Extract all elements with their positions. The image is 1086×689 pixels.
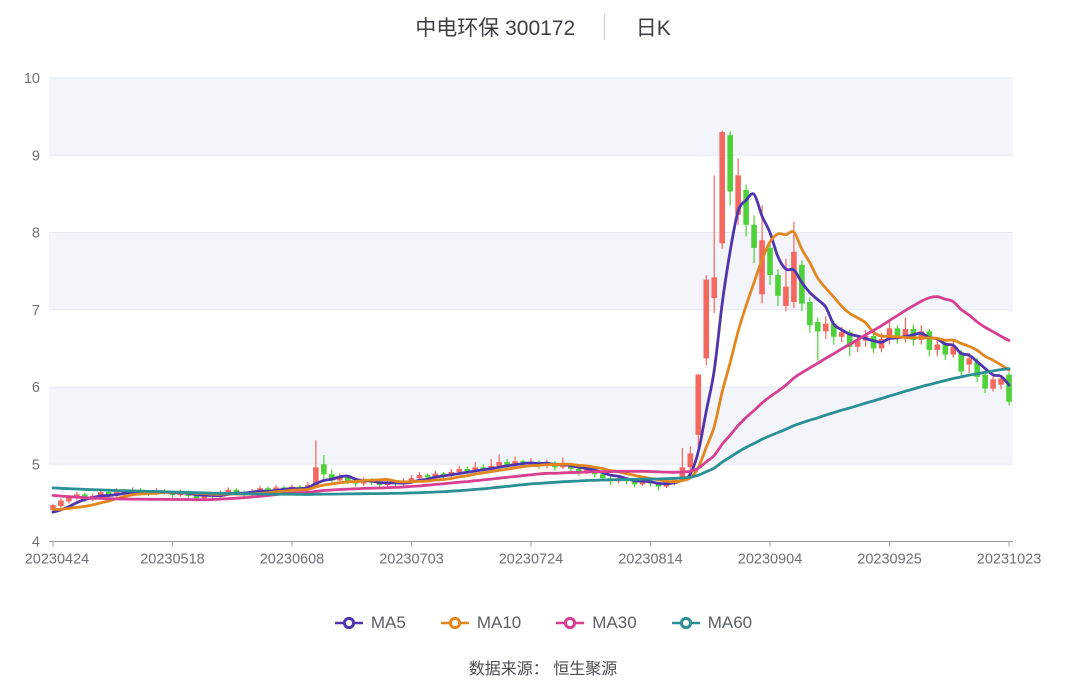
svg-text:6: 6 <box>32 380 40 396</box>
legend-item-ma30[interactable]: MA30 <box>555 613 637 633</box>
legend-item-ma10[interactable]: MA10 <box>440 613 521 633</box>
svg-text:20230925: 20230925 <box>857 552 922 568</box>
legend-label: MA30 <box>592 613 637 632</box>
y-axis-labels: 4 5 6 7 8 9 10 <box>24 71 40 551</box>
svg-text:20230518: 20230518 <box>140 552 205 568</box>
ma30-line <box>51 295 1011 502</box>
x-axis-labels: 20230424 20230518 20230608 20230703 20230724… <box>25 552 1042 568</box>
legend-item-ma60[interactable]: MA60 <box>671 613 752 633</box>
stock-title: 中电环保 300172 <box>415 17 576 40</box>
svg-text:20230724: 20230724 <box>499 552 564 568</box>
svg-text:10: 10 <box>24 71 40 87</box>
ma60-line <box>51 367 1011 496</box>
svg-text:20230424: 20230424 <box>25 552 90 568</box>
legend: MA5 MA10 MA30 MA60 <box>0 605 1086 641</box>
svg-text:20230608: 20230608 <box>260 552 325 568</box>
legend-ma60-icon <box>671 616 700 630</box>
svg-text:7: 7 <box>32 303 40 319</box>
svg-text:20230814: 20230814 <box>618 552 683 568</box>
data-source: 数据来源： 恒生聚源 <box>468 661 618 678</box>
legend-ma10-icon <box>440 616 469 630</box>
svg-text:5: 5 <box>32 457 40 473</box>
svg-text:8: 8 <box>32 226 40 242</box>
period-label: 日K <box>635 17 671 40</box>
legend-ma5-icon <box>334 616 363 630</box>
title-divider: │ <box>599 14 612 39</box>
svg-text:4: 4 <box>32 535 40 551</box>
chart-title: 中电环保 300172 │ 日K <box>0 12 1086 42</box>
legend-ma30-icon <box>556 616 585 630</box>
legend-item-ma5[interactable]: MA5 <box>334 613 406 633</box>
legend-label: MA5 <box>370 613 406 632</box>
legend-label: MA60 <box>707 613 753 632</box>
svg-text:20230904: 20230904 <box>738 552 803 568</box>
legend-label: MA10 <box>476 613 522 632</box>
svg-text:20230703: 20230703 <box>379 552 444 568</box>
x-axis <box>49 541 1013 547</box>
svg-text:20231023: 20231023 <box>977 552 1042 568</box>
split-area <box>49 78 1013 465</box>
svg-text:9: 9 <box>32 148 40 164</box>
